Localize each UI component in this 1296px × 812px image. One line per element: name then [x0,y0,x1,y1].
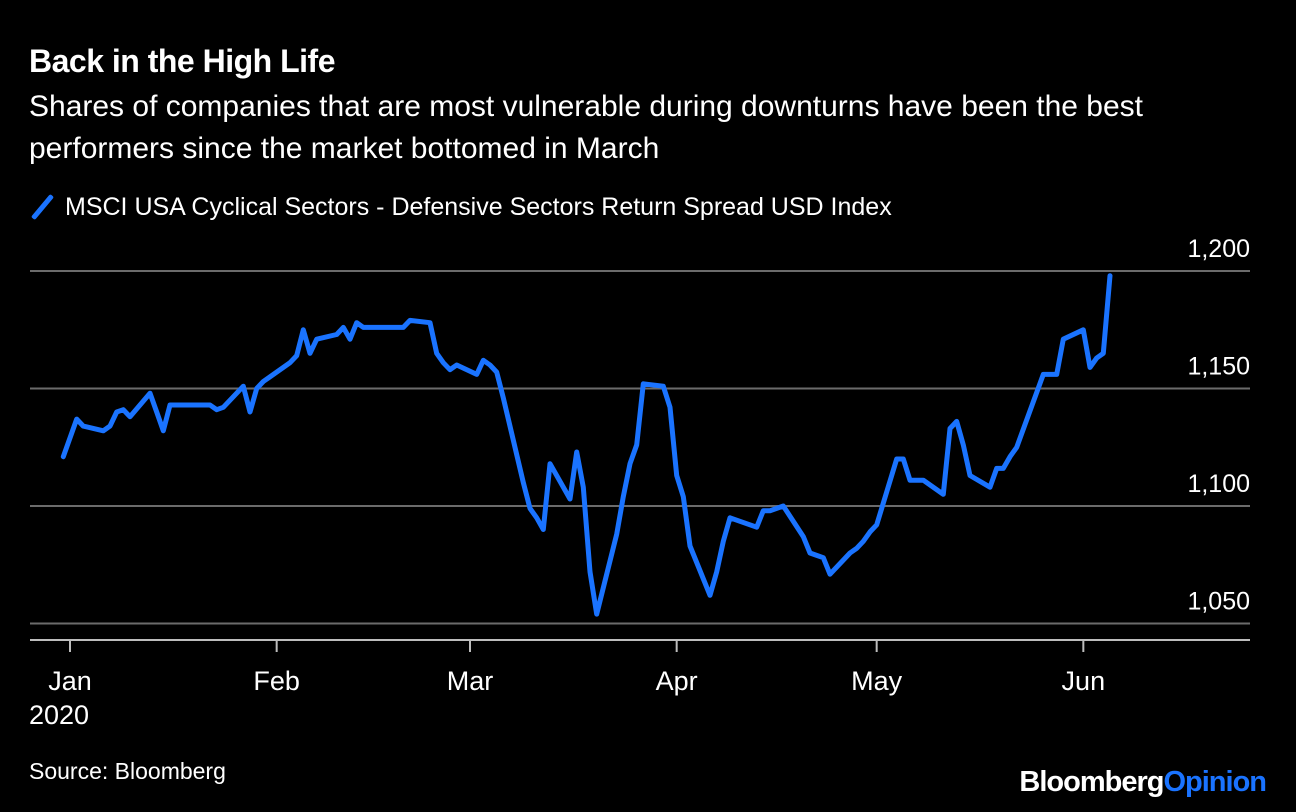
y-tick-label: 1,100 [1187,470,1250,498]
chart-title: Back in the High Life [29,43,335,79]
x-axis: Jan Feb Mar Apr May Jun [30,639,1250,696]
x-tick-label: Jan [48,666,92,696]
x-tick-label: May [851,666,903,696]
gridlines [30,270,1250,625]
x-tick-label: Apr [656,666,698,696]
chart-subtitle: Shares of companies that are most vulner… [29,90,1144,165]
x-axis-year-label: 2020 [29,700,90,730]
y-tick-label: 1,200 [1187,235,1250,263]
brand-primary: Bloomberg [1019,766,1164,798]
y-axis-tick-labels: 1,050 1,100 1,150 1,200 [1187,235,1250,616]
x-tick-label: Feb [253,666,300,696]
series-line [60,273,1113,617]
series-layer [60,273,1113,617]
y-tick-label: 1,150 [1187,353,1250,381]
chart-legend: MSCI USA Cyclical Sectors - Defensive Se… [29,190,892,224]
source-note: Source: Bloomberg [29,758,226,784]
x-tick-label: Mar [447,666,494,696]
series-points [63,276,1110,615]
x-tick-label: Jun [1062,666,1106,696]
brand-accent: Opinion [1163,766,1267,798]
brand-logo: BloombergOpinion [1019,766,1267,799]
y-tick-label: 1,050 [1187,588,1250,616]
legend-label: MSCI USA Cyclical Sectors - Defensive Se… [65,192,892,221]
